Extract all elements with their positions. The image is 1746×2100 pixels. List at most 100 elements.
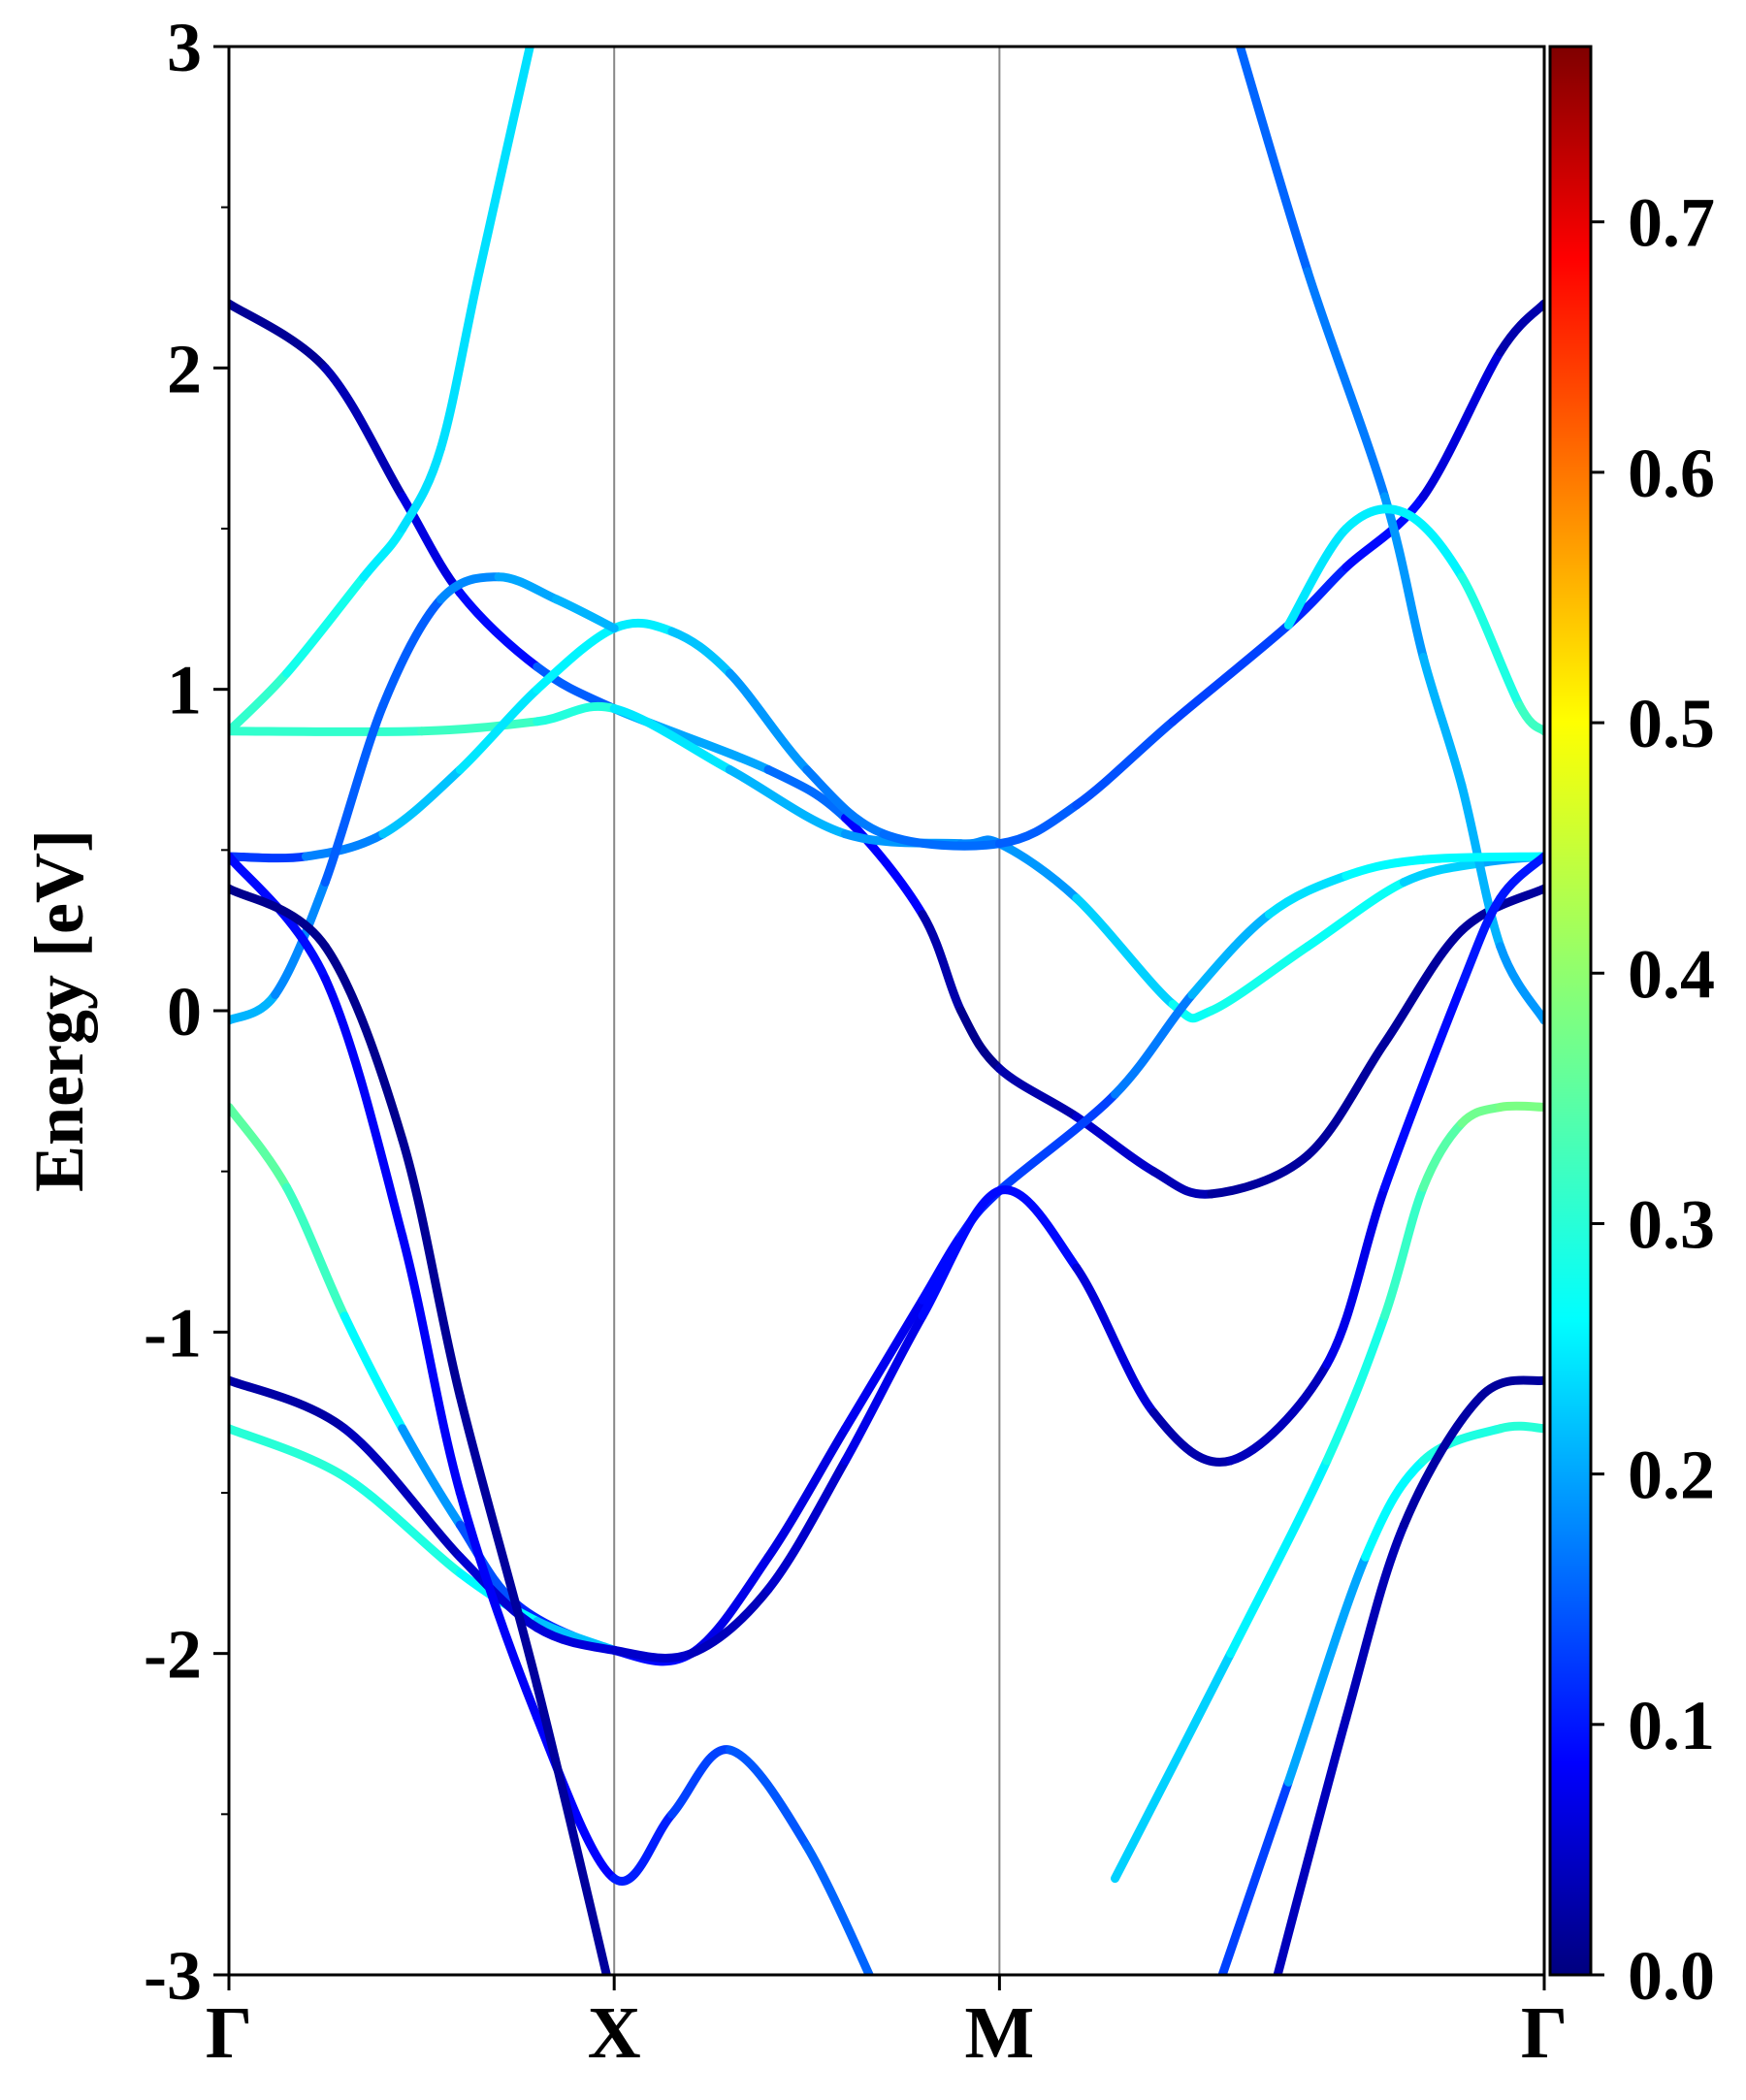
colorbar-tick-label: 0.5 — [1628, 685, 1715, 762]
band-2-segment — [725, 765, 851, 839]
band-4-segment — [378, 765, 465, 839]
band-6-segment — [1457, 781, 1505, 952]
band-1-segment — [841, 813, 927, 920]
band-9-segment — [994, 1089, 1120, 1196]
band-10-segment — [340, 1471, 465, 1578]
y-tick-label: -3 — [144, 1937, 202, 2015]
band-3-segment — [474, 47, 534, 276]
band-14-segment — [1217, 1777, 1293, 1975]
colorbar-tick-label: 0.0 — [1628, 1937, 1715, 2015]
band-4-segment — [1168, 620, 1293, 727]
y-axis-label: Energy [eV] — [20, 829, 98, 1192]
band-15-segment — [1342, 1520, 1408, 1723]
band-14-segment — [1283, 1552, 1371, 1787]
band-13-segment — [455, 1392, 542, 1691]
band-4-segment — [1072, 717, 1178, 810]
band-5-segment — [320, 700, 388, 887]
band-10-segment — [229, 1424, 349, 1481]
band-1-segment — [1148, 1167, 1216, 1199]
band-5-segment — [494, 572, 562, 604]
band-1-segment — [1457, 884, 1544, 935]
band-9-segment — [1187, 910, 1274, 999]
colorbar-tick-label: 0.6 — [1628, 435, 1715, 512]
colorbar: 0.0 0.1 0.2 0.3 0.4 0.5 0.6 0.7 — [1548, 45, 1715, 2015]
colorbar-gradient — [1548, 45, 1593, 1977]
band-2-segment — [229, 727, 427, 736]
band-5-segment — [552, 595, 619, 633]
band-3-segment — [359, 524, 407, 582]
band-1-segment — [763, 765, 851, 823]
y-tick-label: 2 — [167, 330, 202, 407]
band-1-segment — [320, 363, 407, 501]
band-11-segment — [1226, 1359, 1332, 1466]
band-6-segment — [1303, 267, 1390, 501]
colorbar-tick-label: 0.2 — [1628, 1437, 1715, 1514]
band-1-segment — [1380, 925, 1467, 1048]
band-6-segment — [1418, 653, 1467, 791]
band-12-segment — [609, 1809, 677, 1886]
band-4-segment — [994, 800, 1082, 849]
band-9-segment — [398, 1424, 465, 1530]
band-12-segment — [802, 1841, 875, 1975]
band-11-segment — [455, 1552, 542, 1632]
band-13-segment — [533, 1681, 611, 1975]
band-4-segment — [229, 852, 310, 863]
band-11-segment — [918, 1186, 1004, 1321]
band-6-segment — [1496, 942, 1544, 1025]
band-12-segment — [455, 1488, 542, 1723]
band-15-segment — [1399, 1392, 1486, 1530]
band-2-segment — [994, 839, 1082, 903]
band-12-segment — [320, 974, 407, 1241]
band-7-segment — [1342, 504, 1408, 533]
band-2-segment — [533, 701, 619, 727]
y-tick-label: 3 — [167, 9, 202, 86]
band-2-segment — [1303, 877, 1408, 952]
band-4-segment — [1496, 299, 1544, 357]
band-2-segment — [1399, 858, 1486, 887]
bands-layer — [229, 47, 1544, 1975]
band-4-segment — [667, 627, 734, 678]
band-3-segment — [398, 443, 445, 533]
band-8-segment — [1322, 1311, 1390, 1466]
band-9-segment — [1418, 852, 1544, 864]
band-4-segment — [301, 829, 388, 861]
band-3-segment — [436, 267, 484, 453]
band-1-segment — [229, 299, 330, 372]
band-11-segment — [340, 1424, 465, 1562]
y-tick-label: 0 — [167, 973, 202, 1050]
band-11-segment — [841, 1311, 927, 1466]
band-14-segment — [1361, 1456, 1428, 1562]
band-11-segment — [1322, 1182, 1390, 1369]
band-8-segment — [1380, 1182, 1428, 1321]
band-8-segment — [1457, 1102, 1505, 1128]
band-1-segment — [994, 1064, 1082, 1121]
band-8-segment — [1226, 1456, 1332, 1659]
plot-frame — [227, 45, 1546, 1977]
band-2-segment — [417, 717, 542, 736]
band-11-segment — [763, 1456, 851, 1594]
band-3-segment — [282, 572, 369, 678]
y-tick-label: -1 — [144, 1294, 202, 1372]
band-4-segment — [455, 685, 542, 774]
band-1-segment — [1072, 1112, 1158, 1177]
band-14-segment — [1496, 1421, 1544, 1434]
band-4-segment — [802, 765, 889, 839]
y-tick-label: 1 — [167, 652, 202, 729]
colorbar-tick-label: 0.4 — [1628, 935, 1715, 1013]
band-9-segment — [229, 1102, 292, 1192]
x-tick-label-M: M — [965, 1992, 1035, 2074]
colorbar-tick-label: 0.7 — [1628, 184, 1715, 262]
band-9-segment — [282, 1182, 349, 1321]
band-4-segment — [725, 668, 812, 774]
x-tick-label-Γ: Γ — [206, 1992, 252, 2074]
band-4-segment — [879, 829, 1004, 851]
band-7-segment — [1283, 524, 1351, 630]
band-7-segment — [1515, 700, 1544, 736]
band-12-segment — [667, 1745, 734, 1819]
band-6-segment — [1235, 47, 1312, 276]
band-8-segment — [1418, 1118, 1467, 1192]
band-4-segment — [533, 624, 619, 695]
band-11-segment — [1457, 893, 1505, 989]
